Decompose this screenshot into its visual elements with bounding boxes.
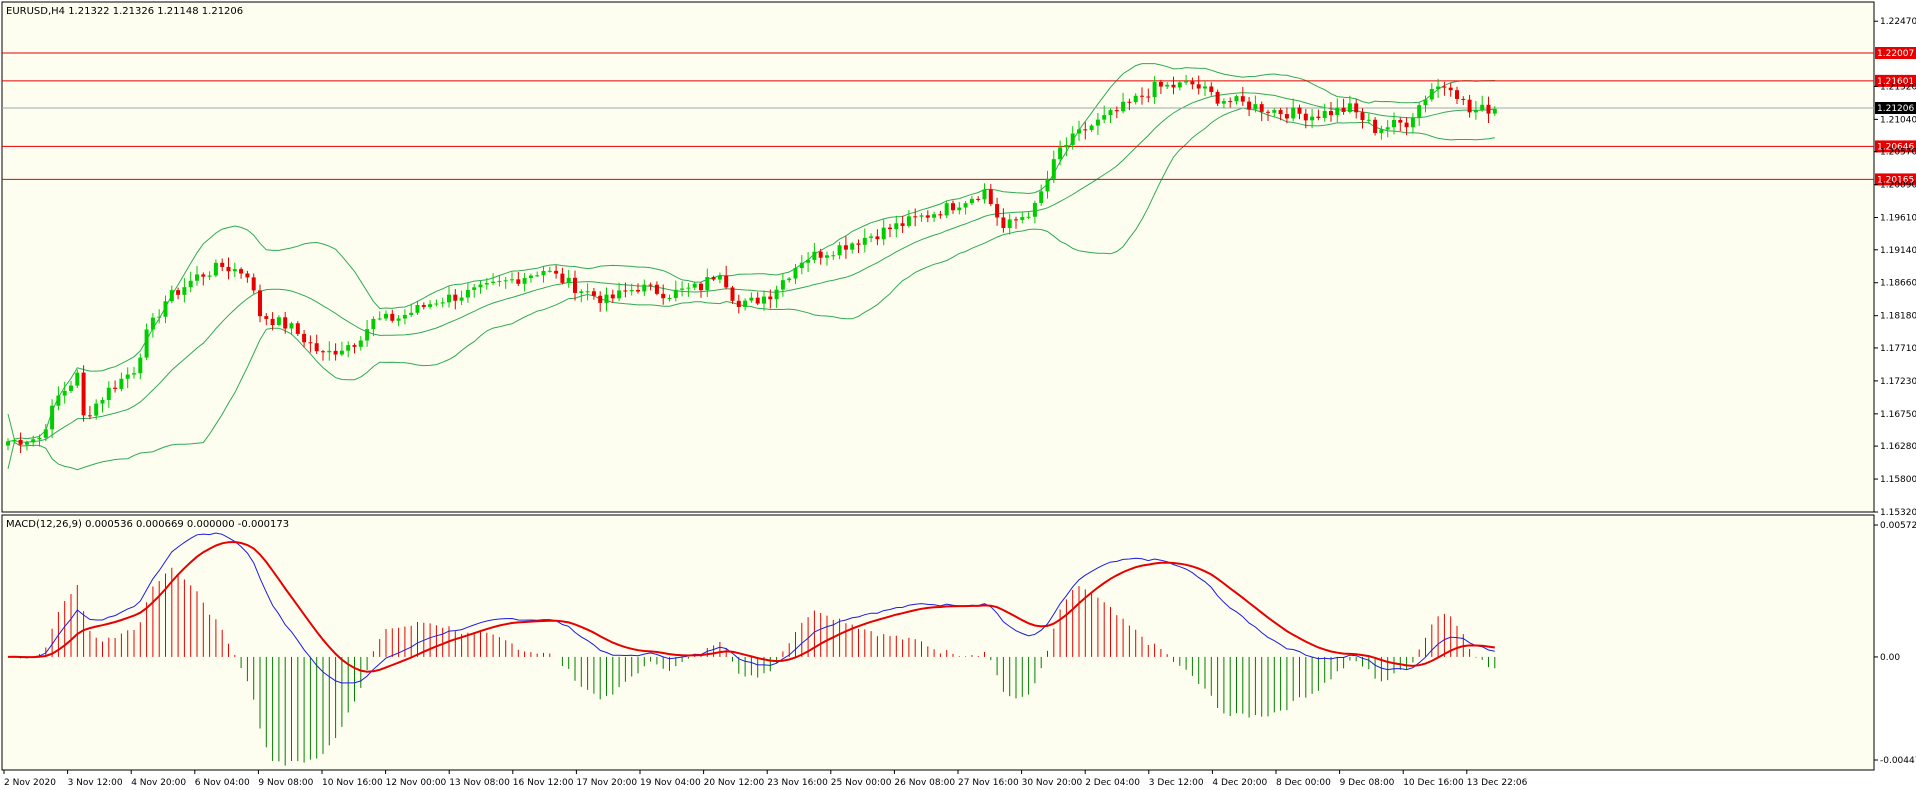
y-tick-label: 1.17230 (1880, 377, 1916, 387)
x-tick-label: 4 Nov 20:00 (131, 778, 186, 788)
x-tick-label: 3 Dec 12:00 (1149, 778, 1204, 788)
x-tick-label: 8 Dec 00:00 (1276, 778, 1331, 788)
y-tick-label: 1.20570 (1880, 148, 1916, 158)
main-header: EURUSD,H4 1.21322 1.21326 1.21148 1.2120… (6, 6, 243, 17)
x-tick-label: 20 Nov 12:00 (704, 778, 765, 788)
y-tick-label: 1.19610 (1880, 214, 1916, 224)
candle[interactable] (82, 365, 86, 421)
macd-y-tick-label: 0.005728 (1880, 521, 1916, 531)
y-tick-label: 1.17710 (1880, 344, 1916, 354)
x-tick-label: 27 Nov 16:00 (958, 778, 1019, 788)
hline-label-0: 1.22007 (1877, 49, 1914, 59)
x-tick-label: 10 Nov 16:00 (322, 778, 383, 788)
x-tick-label: 17 Nov 20:00 (576, 778, 637, 788)
y-tick-label: 1.19140 (1880, 246, 1916, 256)
x-tick-label: 10 Dec 16:00 (1403, 778, 1464, 788)
x-tick-label: 6 Nov 04:00 (195, 778, 250, 788)
x-tick-label: 16 Nov 12:00 (513, 778, 574, 788)
x-tick-label: 4 Dec 20:00 (1212, 778, 1267, 788)
y-tick-label: 1.18180 (1880, 312, 1916, 322)
y-tick-label: 1.20090 (1880, 181, 1916, 191)
x-tick-label: 12 Nov 00:00 (386, 778, 447, 788)
y-tick-label: 1.15800 (1880, 475, 1916, 485)
main-panel[interactable] (2, 2, 1874, 512)
y-tick-label: 1.16750 (1880, 410, 1916, 420)
macd-y-tick-label: 0.00 (1880, 653, 1900, 663)
x-tick-label: 30 Nov 20:00 (1022, 778, 1083, 788)
current-price-label: 1.21206 (1877, 104, 1914, 114)
macd-panel[interactable] (2, 515, 1874, 770)
x-tick-label: 25 Nov 00:00 (831, 778, 892, 788)
y-tick-label: 1.21040 (1880, 115, 1916, 125)
candle[interactable] (1216, 90, 1220, 106)
x-tick-label: 9 Nov 08:00 (258, 778, 313, 788)
candle[interactable] (1373, 117, 1377, 135)
x-tick-label: 26 Nov 08:00 (894, 778, 955, 788)
x-tick-label: 19 Nov 04:00 (640, 778, 701, 788)
x-tick-label: 2 Dec 04:00 (1085, 778, 1140, 788)
x-tick-label: 13 Dec 22:06 (1467, 778, 1528, 788)
candle[interactable] (296, 321, 300, 336)
x-tick-label: 23 Nov 16:00 (767, 778, 828, 788)
x-tick-label: 2 Nov 2020 (4, 778, 56, 788)
y-tick-label: 1.21520 (1880, 82, 1916, 92)
macd-header: MACD(12,26,9) 0.000536 0.000669 0.000000… (6, 519, 289, 530)
x-tick-label: 9 Dec 08:00 (1340, 778, 1395, 788)
macd-y-tick-label: -0.004475 (1880, 756, 1916, 766)
y-tick-label: 1.22470 (1880, 17, 1916, 27)
y-tick-label: 1.15320 (1880, 508, 1916, 518)
x-tick-label: 13 Nov 08:00 (449, 778, 510, 788)
x-tick-label: 3 Nov 12:00 (68, 778, 123, 788)
y-tick-label: 1.18660 (1880, 279, 1916, 289)
y-tick-label: 1.16280 (1880, 442, 1916, 452)
